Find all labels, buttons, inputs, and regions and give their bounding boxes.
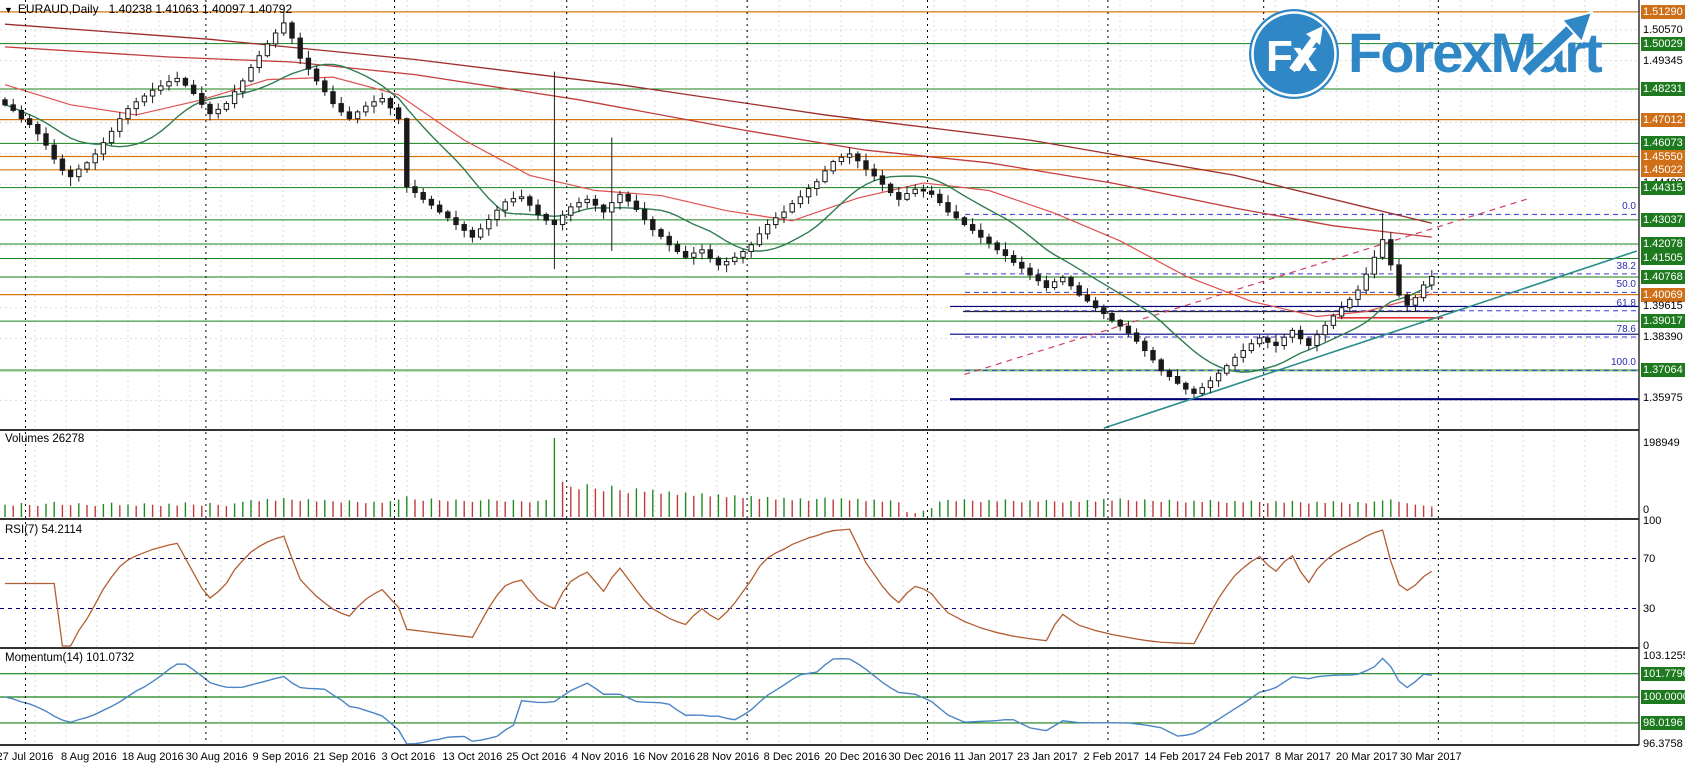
price-scale-label: 1.50570 — [1643, 24, 1683, 36]
date-axis-label: 11 Jan 2017 — [953, 751, 1014, 763]
rsi-scale-label: 70 — [1643, 552, 1656, 565]
ohlc-values: 1.40238 1.41063 1.40097 1.40792 — [108, 2, 293, 16]
price-scale-label: 1.46073 — [1641, 136, 1685, 151]
fib-level-label: 50.0 — [1616, 279, 1636, 291]
forexmart-logo: Fx ForexMart — [1248, 6, 1603, 102]
price-scale[interactable]: 1.51290 1.50570 1.50029 1.49345 1.48231 1.470… — [1641, 0, 1685, 767]
price-scale-label: 1.44315 — [1641, 180, 1685, 195]
date-axis-label: 16 Nov 2016 — [632, 751, 696, 763]
price-scale-label: 1.45550 — [1641, 149, 1685, 164]
price-scale-label: 1.49345 — [1643, 54, 1683, 67]
fib-level-label: 100.0 — [1610, 357, 1636, 369]
volume-scale-label: 0 — [1643, 504, 1650, 516]
date-axis-label: 21 Sep 2016 — [313, 751, 376, 763]
momentum-scale-label: 96.3758 — [1643, 738, 1683, 751]
price-scale-label: 1.39615 — [1643, 300, 1683, 313]
price-scale-label: 1.40768 — [1641, 270, 1685, 284]
rsi-scale-label: 30 — [1643, 602, 1656, 615]
date-axis-label: 28 Nov 2016 — [696, 751, 760, 763]
date-axis-label: 14 Feb 2017 — [1144, 751, 1207, 763]
pane-separator-volumes[interactable] — [0, 429, 1641, 433]
price-scale-label: 1.39017 — [1641, 314, 1685, 329]
price-scale-label: 1.38390 — [1643, 330, 1683, 343]
volumes-indicator-label: Volumes 26278 — [5, 433, 85, 445]
date-axis-label: 8 Dec 2016 — [763, 751, 820, 763]
date-axis-label: 24 Feb 2017 — [1208, 751, 1270, 763]
date-axis-label: 30 Mar 2017 — [1399, 751, 1462, 763]
momentum-scale-label: 100.0000 — [1641, 690, 1685, 704]
date-axis-label: 20 Dec 2016 — [824, 751, 887, 763]
date-axis-label: 13 Oct 2016 — [442, 751, 503, 763]
price-scale-label: 1.50029 — [1641, 36, 1685, 51]
rsi-scale-label: 100 — [1643, 515, 1662, 527]
pane-separator-rsi[interactable] — [0, 518, 1641, 522]
date-axis-label: 3 Oct 2016 — [381, 751, 436, 763]
date-axis-label: 8 Aug 2016 — [61, 751, 117, 763]
date-axis-label: 20 Mar 2017 — [1336, 751, 1398, 763]
date-axis-label: 4 Nov 2016 — [571, 751, 629, 763]
price-scale-label: 1.40069 — [1641, 287, 1685, 302]
rsi-indicator-label: RSI(7) 54.2114 — [5, 524, 83, 536]
momentum-indicator-label: Momentum(14) 101.0732 — [5, 652, 135, 664]
rsi-value: 54.2114 — [41, 524, 83, 536]
symbol-dropdown-icon[interactable]: ▼ — [4, 5, 13, 15]
symbol-timeframe-label: EURAUD,Daily — [17, 2, 99, 16]
date-axis-label: 27 Jul 2016 — [0, 751, 54, 763]
price-scale-label: 1.45022 — [1641, 162, 1685, 177]
price-scale-label: 1.35975 — [1643, 391, 1683, 404]
date-axis-label: 30 Aug 2016 — [185, 751, 248, 763]
volume-scale-label: 198949 — [1643, 437, 1680, 449]
price-scale-label: 1.47012 — [1641, 112, 1685, 127]
price-scale-label: 1.37064 — [1641, 363, 1685, 378]
date-axis-label: 9 Sep 2016 — [252, 751, 309, 763]
momentum-scale-label: 101.7796 — [1641, 666, 1685, 681]
fib-level-label: 61.8 — [1616, 297, 1636, 309]
price-scale-label: 1.43037 — [1641, 212, 1685, 227]
date-axis-label: 2 Feb 2017 — [1083, 751, 1140, 763]
date-axis-label: 18 Aug 2016 — [121, 751, 184, 763]
fib-level-label: 78.6 — [1616, 324, 1636, 336]
momentum-value: 101.0732 — [86, 652, 135, 664]
rsi-scale-label: 0 — [1643, 640, 1650, 652]
pane-separator-momentum[interactable] — [0, 647, 1641, 651]
volumes-value: 26278 — [52, 433, 85, 445]
price-scale-label: 1.41505 — [1641, 251, 1685, 266]
momentum-scale-label: 103.1255 — [1643, 650, 1685, 663]
price-scale-label: 1.51290 — [1641, 4, 1685, 19]
date-axis-label: 30 Dec 2016 — [888, 751, 951, 763]
price-scale-label: 1.48231 — [1641, 81, 1685, 96]
date-axis-label: 23 Jan 2017 — [1017, 751, 1078, 763]
price-scale-label: 1.42078 — [1641, 236, 1685, 251]
chart-title-row: ▼ EURAUD,Daily 1.40238 1.41063 1.40097 1.4… — [4, 2, 292, 16]
forexmart-logo-circle: Fx — [1249, 9, 1339, 99]
fib-level-label: 38.2 — [1616, 260, 1636, 272]
fib-level-label: 0.0 — [1622, 201, 1636, 213]
logo-arrow-icon — [1519, 10, 1594, 79]
momentum-scale-label: 98.0196 — [1641, 715, 1685, 730]
date-axis-label: 8 Mar 2017 — [1275, 751, 1331, 763]
date-axis-label: 25 Oct 2016 — [506, 751, 567, 763]
